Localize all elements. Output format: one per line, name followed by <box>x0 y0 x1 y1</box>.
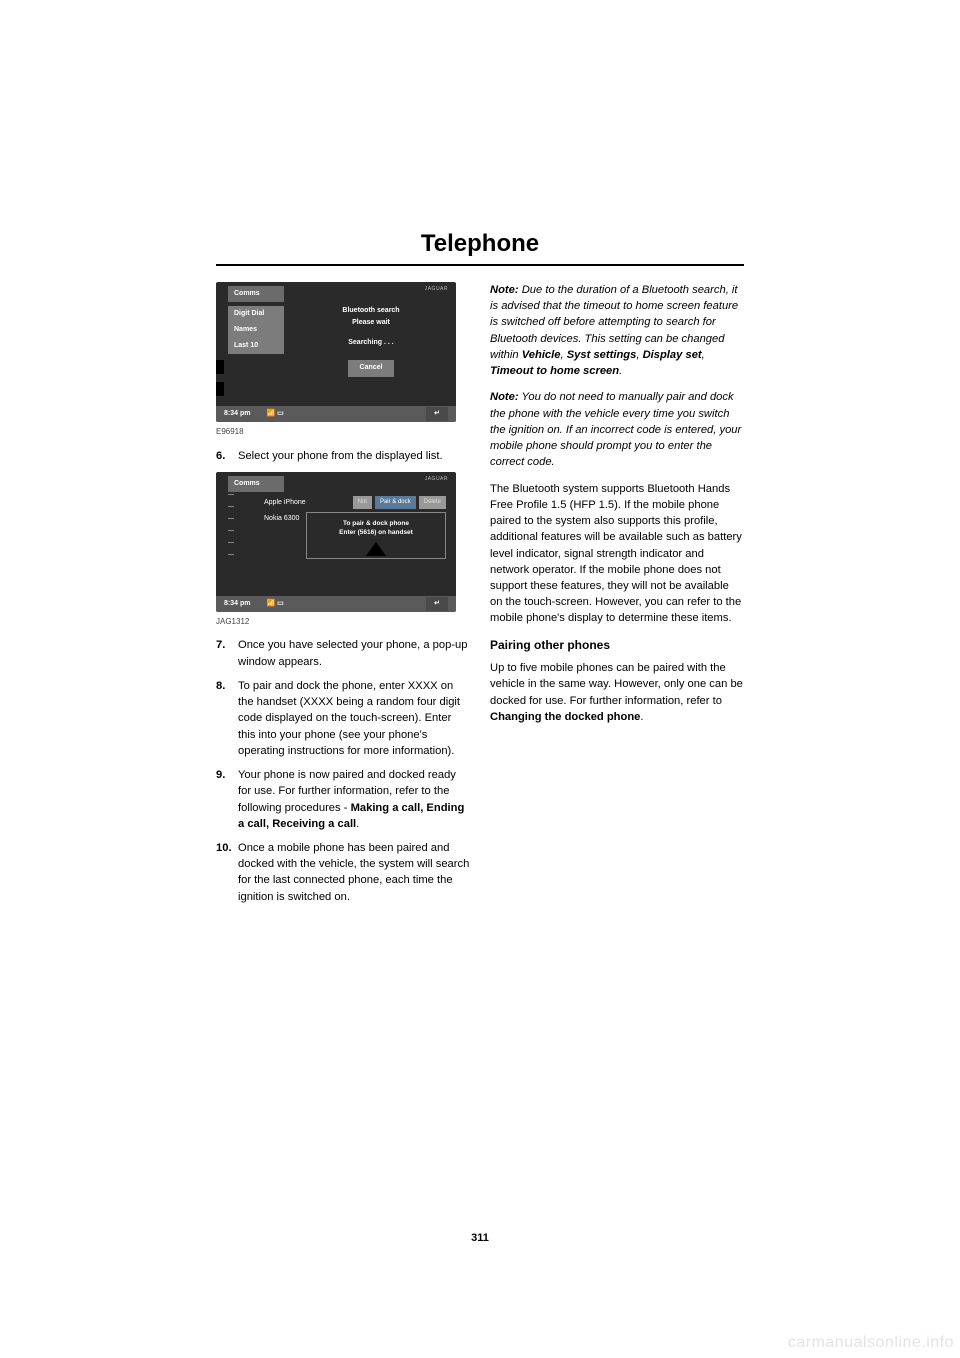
signal-icon: 📶 ▭ <box>266 409 283 419</box>
screen1-time: 8:34 pm <box>224 409 250 419</box>
bt-searching-line: Searching . . . <box>296 338 446 348</box>
step-7-num: 7. <box>216 637 238 669</box>
note-1: Note: Due to the duration of a Bluetooth… <box>490 282 744 379</box>
right-column: Note: Due to the duration of a Bluetooth… <box>490 282 744 913</box>
note1-b2: Syst settings <box>567 349 637 361</box>
note1-b4: Timeout to home screen <box>490 365 619 377</box>
watermark: carmanualsonline.info <box>788 1334 954 1352</box>
screen1-header-tab: Comms <box>228 286 284 302</box>
page-content: Telephone JAGUAR Comms Digit Dial Names … <box>216 230 744 913</box>
note1-b3: Display set <box>643 349 702 361</box>
signal-icon-2: 📶 ▭ <box>266 599 283 609</box>
step-6-list: 6. Select your phone from the displayed … <box>216 448 470 464</box>
cancel-button: Cancel <box>348 360 395 376</box>
screen1-tab-digitdial: Digit Dial <box>228 306 284 322</box>
screen1-tab-names: Names <box>228 322 284 338</box>
step-10-text: Once a mobile phone has been paired and … <box>238 840 470 905</box>
para2-c: . <box>640 711 643 723</box>
step-9-num: 9. <box>216 767 238 832</box>
step-7: 7. Once you have selected your phone, a … <box>216 637 470 669</box>
step-6: 6. Select your phone from the displayed … <box>216 448 470 464</box>
step-10: 10. Once a mobile phone has been paired … <box>216 840 470 905</box>
screen1-img-label: E96918 <box>216 426 470 438</box>
step-8: 8. To pair and dock the phone, enter XXX… <box>216 678 470 759</box>
note1-b1: Vehicle <box>522 349 561 361</box>
bt-search-line2: Please wait <box>296 318 446 328</box>
note2-lead: Note: <box>490 391 519 403</box>
black-marker-1 <box>216 360 224 374</box>
bt-search-line1: Bluetooth search <box>296 306 446 316</box>
step-8-num: 8. <box>216 678 238 759</box>
popup-line1: To pair & dock phone <box>311 519 441 528</box>
step-9-text: Your phone is now paired and docked read… <box>238 767 470 832</box>
back-icon-2: ↵ <box>426 597 448 611</box>
popup-arrow-icon <box>366 542 386 556</box>
page-number: 311 <box>0 1232 960 1244</box>
phone1-chip-delete: Delete <box>419 496 446 509</box>
pairing-other-heading: Pairing other phones <box>490 637 744 654</box>
left-column: JAGUAR Comms Digit Dial Names Last 10 Bl… <box>216 282 470 913</box>
jaguar-logo-2: JAGUAR <box>425 476 448 483</box>
back-icon: ↵ <box>426 407 448 421</box>
bluetooth-support-para: The Bluetooth system supports Bluetooth … <box>490 481 744 627</box>
note1-c3: , <box>702 349 705 361</box>
screen2-footer: 8:34 pm 📶 ▭ ↵ <box>216 596 456 612</box>
two-column-layout: JAGUAR Comms Digit Dial Names Last 10 Bl… <box>216 282 744 913</box>
pair-popup: To pair & dock phone Enter (5616) on han… <box>306 512 446 559</box>
step-6-text: Select your phone from the displayed lis… <box>238 448 470 464</box>
scroll-ticks <box>228 494 234 566</box>
step-6-num: 6. <box>216 448 238 464</box>
black-marker-2 <box>216 382 224 396</box>
phone1-name: Apple iPhone <box>236 498 350 508</box>
step-8-text: To pair and dock the phone, enter XXXX o… <box>238 678 470 759</box>
screen2-header-tab: Comms <box>228 476 284 492</box>
para2-b: Changing the docked phone <box>490 711 640 723</box>
screen1-footer: 8:34 pm 📶 ▭ ↵ <box>216 406 456 422</box>
step-7-text: Once you have selected your phone, a pop… <box>238 637 470 669</box>
popup-line2: Enter (5616) on handset <box>311 528 441 537</box>
phone-row-1: Apple iPhone Not Pair & dock Delete <box>236 496 446 510</box>
note1-c4: . <box>619 365 622 377</box>
step-9: 9. Your phone is now paired and docked r… <box>216 767 470 832</box>
page-title: Telephone <box>216 230 744 258</box>
screen2-img-label: JAG1312 <box>216 616 470 628</box>
jaguar-logo: JAGUAR <box>425 286 448 293</box>
note2-body: You do not need to manually pair and doc… <box>490 391 741 468</box>
steps-7-10: 7. Once you have selected your phone, a … <box>216 637 470 905</box>
title-rule <box>216 264 744 266</box>
step-9-text-c: . <box>356 818 359 830</box>
screen1-body: Bluetooth search Please wait Searching .… <box>296 304 446 377</box>
infotainment-screen-1: JAGUAR Comms Digit Dial Names Last 10 Bl… <box>216 282 456 422</box>
step-10-num: 10. <box>216 840 238 905</box>
note1-lead: Note: <box>490 284 519 296</box>
screen1-tab-last10: Last 10 <box>228 338 284 354</box>
phone1-chip-not: Not <box>353 496 372 509</box>
note-2: Note: You do not need to manually pair a… <box>490 389 744 470</box>
para2-a: Up to five mobile phones can be paired w… <box>490 662 743 706</box>
infotainment-screen-2: JAGUAR Comms Apple iPhone Not Pair & doc… <box>216 472 456 612</box>
phone1-chip-pairdock: Pair & dock <box>375 496 416 509</box>
screen2-time: 8:34 pm <box>224 599 250 609</box>
pairing-other-para: Up to five mobile phones can be paired w… <box>490 660 744 725</box>
